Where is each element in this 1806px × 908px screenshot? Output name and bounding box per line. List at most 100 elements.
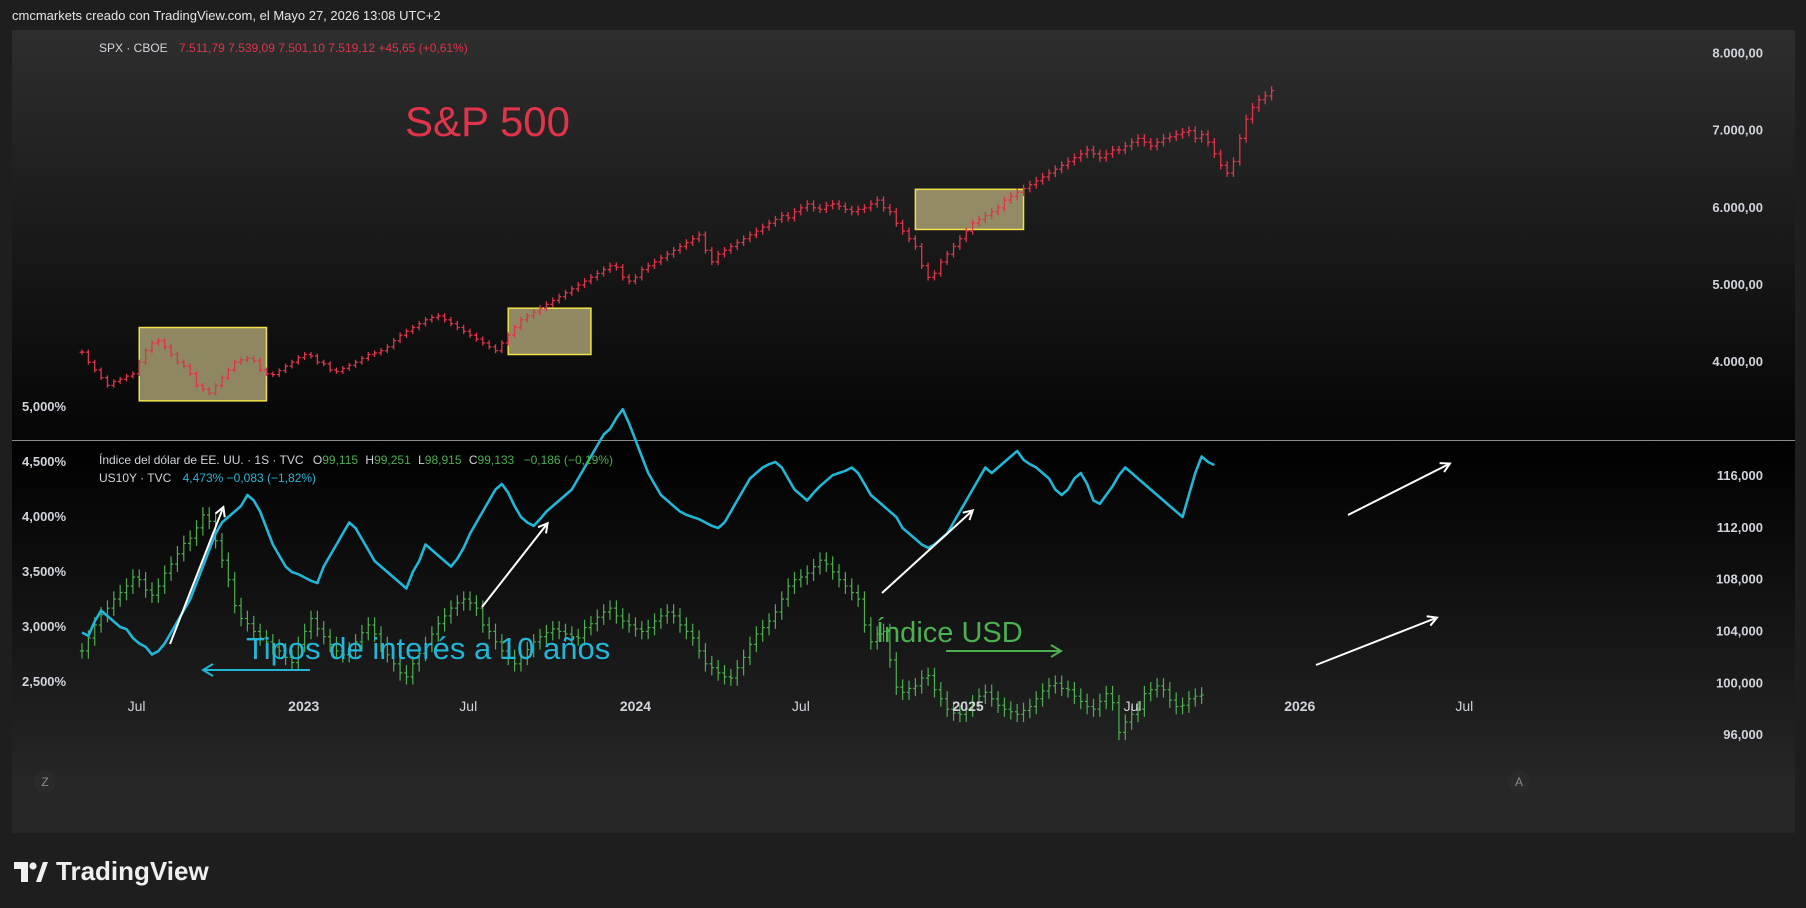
rates-annotation: Tipos de interés a 10 años <box>246 631 610 666</box>
dxy-bar <box>525 641 530 666</box>
dxy-bar <box>938 681 944 707</box>
dxy-bar <box>1021 702 1026 723</box>
dxy-bar <box>448 600 454 624</box>
spx-bar <box>143 348 149 365</box>
us10y-legend-symbol: US10Y · TVC <box>99 471 172 485</box>
spx-bar <box>912 235 918 250</box>
tradingview-logo-icon <box>14 861 48 882</box>
dxy-bar <box>900 679 905 701</box>
spx-bar <box>900 219 906 235</box>
spx-bar <box>531 309 537 319</box>
us10y-line <box>81 407 1215 656</box>
spx-bar <box>175 351 180 365</box>
spx-highlight-boxes <box>138 188 1025 402</box>
spx-bar <box>98 367 104 381</box>
spx-bar <box>283 363 288 374</box>
dxy-bar <box>359 624 365 650</box>
dxy-bar <box>143 571 148 598</box>
spx-bar <box>314 353 320 365</box>
spx-title-annotation: S&P 500 <box>405 98 570 145</box>
dxy-bar <box>1180 697 1185 715</box>
dxy-legend[interactable]: Índice del dólar de EE. UU. · 1S · TVC O… <box>99 452 613 467</box>
spx-bar <box>1116 145 1122 155</box>
dxy-bar <box>130 569 136 594</box>
dxy-bar <box>467 591 473 611</box>
spx-bar <box>1148 137 1154 151</box>
dxy-bar <box>391 646 396 672</box>
spx-bar <box>289 359 295 369</box>
spx-bar <box>1040 173 1046 185</box>
highlight-box-2[interactable] <box>507 307 592 356</box>
spx-bar <box>378 348 384 356</box>
dxy-bar <box>944 691 950 717</box>
dxy-bar <box>429 626 435 653</box>
dxy-bar <box>766 613 772 636</box>
dxy-bar <box>805 565 810 585</box>
spx-bar <box>893 208 899 227</box>
dxy-bar <box>226 552 231 588</box>
spx-bar <box>925 262 931 281</box>
spx-bar <box>1091 145 1096 158</box>
spx-legend[interactable]: SPX · CBOE 7.511,79 7.539,09 7.501,10 7.… <box>99 41 468 55</box>
spx-bar <box>588 274 594 285</box>
dxy-bar <box>111 591 117 616</box>
time-axis-tick: 2023 <box>288 698 319 714</box>
dxy-bar <box>925 667 931 686</box>
time-axis-tick: Jul <box>1455 698 1473 714</box>
spx-bar <box>633 274 638 285</box>
chart-area[interactable]: 8.000,00 7.000,00 6.000,00 5.000,00 4.000,00… <box>12 30 1795 833</box>
spx-bar <box>1135 134 1141 147</box>
highlight-box-3[interactable] <box>914 188 1025 231</box>
spx-bar <box>206 387 212 396</box>
trend-arrow-5 <box>1315 618 1436 666</box>
auto-scale-right-button[interactable]: A <box>1508 771 1530 793</box>
spx-bar <box>238 357 244 365</box>
dxy-bar <box>595 609 600 632</box>
dxy-bar <box>289 649 295 671</box>
dxy-bar <box>875 626 880 650</box>
dxy-price-tick: 104,000 <box>1716 623 1763 638</box>
highlight-box-1[interactable] <box>138 326 268 402</box>
dxy-bar <box>537 628 543 650</box>
tradingview-logo[interactable]: TradingView <box>14 856 209 887</box>
spx-bar <box>1072 153 1077 166</box>
dxy-legend-symbol: Índice del dólar de EE. UU. · 1S · TVC <box>99 452 304 467</box>
spx-bar <box>798 204 804 216</box>
spx-bar <box>741 235 747 247</box>
dxy-bar <box>423 636 428 662</box>
dxy-bar <box>397 656 403 681</box>
auto-scale-left-button[interactable]: Z <box>34 771 56 793</box>
dxy-bar <box>1154 678 1160 698</box>
dxy-bar <box>601 604 606 625</box>
dxy-bar <box>830 556 835 580</box>
spx-bar <box>677 243 683 254</box>
dxy-bar <box>1072 681 1077 704</box>
dxy-change: −0,186 (−0,19%) <box>524 453 613 467</box>
spx-bar <box>683 239 689 250</box>
dxy-bar <box>995 691 1001 714</box>
us10y-legend[interactable]: US10Y · TVC 4,473% −0,083 (−1,82%) <box>99 471 316 485</box>
dxy-bar <box>1186 691 1192 714</box>
us10y-price-tick: 4,500% <box>22 454 67 469</box>
trend-arrows <box>169 464 1449 666</box>
spx-bar <box>499 340 505 354</box>
dxy-bar <box>137 569 142 588</box>
time-axis-tick: 2026 <box>1284 698 1315 714</box>
spx-bar <box>1167 132 1173 143</box>
dxy-bar <box>652 613 657 636</box>
dxy-bar <box>868 617 874 650</box>
dxy-bar <box>817 552 823 575</box>
dxy-bar <box>709 656 714 676</box>
spx-bar <box>970 219 976 235</box>
spx-bar <box>906 227 912 243</box>
spx-bar <box>117 376 123 384</box>
dxy-bar <box>626 613 632 633</box>
dxy-bar <box>792 571 797 594</box>
dxy-bar <box>283 643 288 666</box>
spx-legend-values: 7.511,79 7.539,09 7.501,10 7.519,12 +45,… <box>179 41 468 55</box>
spx-bar <box>1122 141 1128 155</box>
spx-bar <box>181 359 187 369</box>
dxy-bar <box>665 604 670 624</box>
trend-arrow-1 <box>169 508 223 645</box>
dxy-bar <box>499 634 505 659</box>
